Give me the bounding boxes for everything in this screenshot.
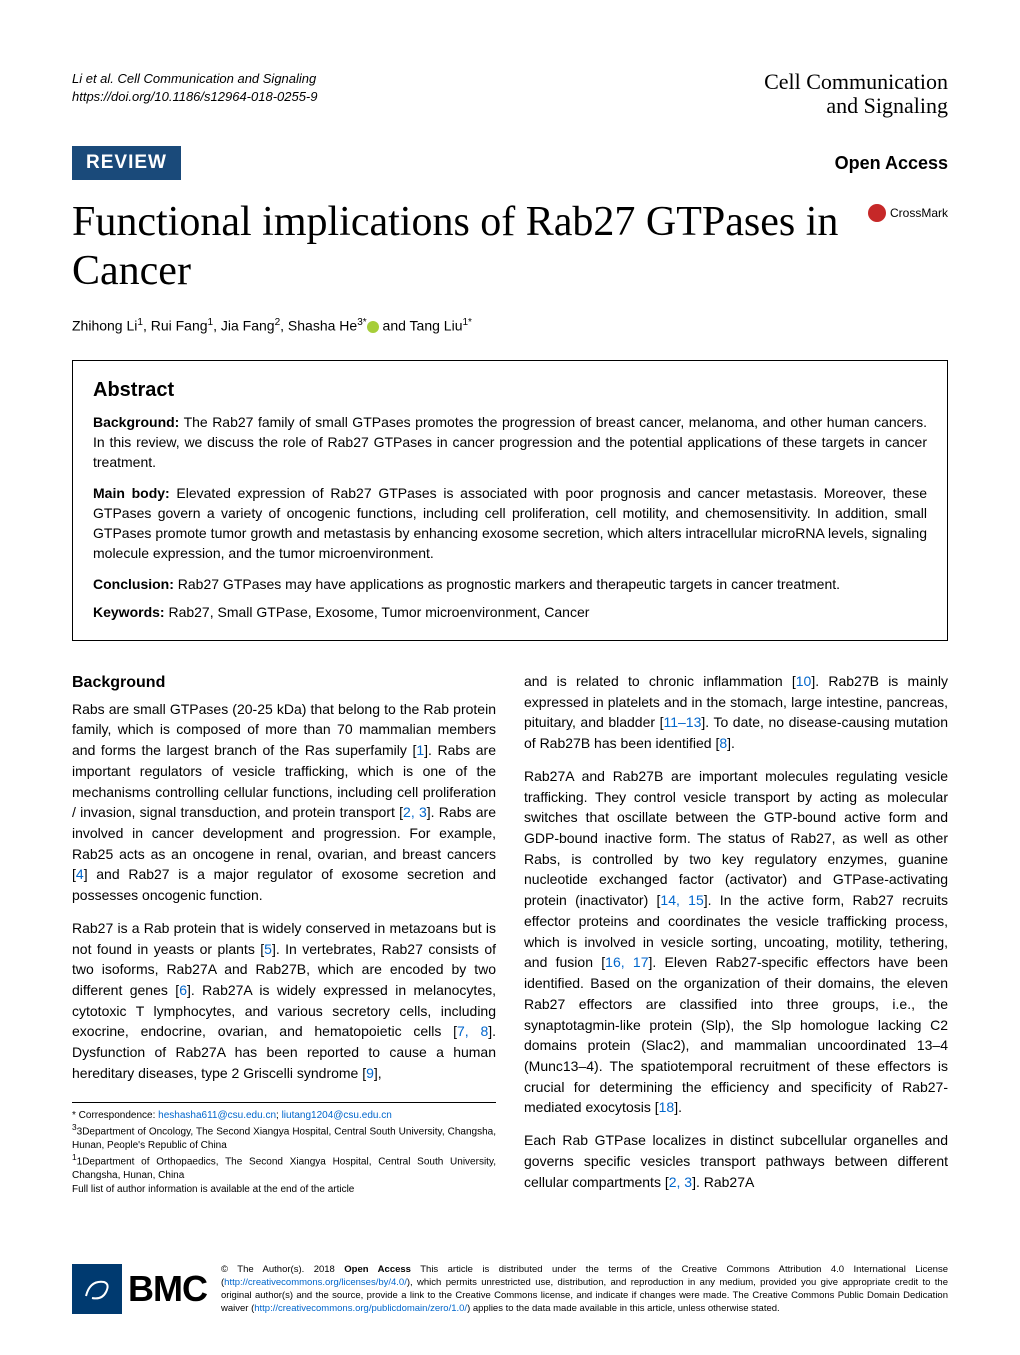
abstract-box: Abstract Background: The Rab27 family of…: [72, 360, 948, 641]
abstract-keywords: Keywords: Rab27, Small GTPase, Exosome, …: [93, 604, 927, 620]
crossmark-icon: [868, 204, 886, 222]
footer-row: BMC © The Author(s). 2018 Open Access Th…: [0, 1264, 1020, 1345]
affiliation-3: 33Department of Oncology, The Second Xia…: [72, 1122, 496, 1152]
body-p2: Rab27 is a Rab protein that is widely co…: [72, 918, 496, 1084]
abstract-conclusion-label: Conclusion:: [93, 576, 174, 592]
license-bold: Open Access: [344, 1264, 411, 1275]
bmc-text: BMC: [128, 1268, 207, 1310]
abstract-mainbody: Main body: Elevated expression of Rab27 …: [93, 483, 927, 564]
journal-name: Cell Communication and Signaling: [764, 70, 948, 118]
journal-line2: and Signaling: [764, 94, 948, 118]
affiliation-1: 11Department of Orthopaedics, The Second…: [72, 1152, 496, 1182]
abstract-background-text: The Rab27 family of small GTPases promot…: [93, 414, 927, 471]
abstract-conclusion: Conclusion: Rab27 GTPases may have appli…: [93, 574, 927, 594]
author-list: Zhihong Li1, Rui Fang1, Jia Fang2, Shash…: [72, 317, 948, 334]
keywords-label: Keywords:: [93, 604, 165, 620]
journal-line1: Cell Communication: [764, 70, 948, 94]
right-column: and is related to chronic inflammation […: [524, 671, 948, 1204]
citation-header: Li et al. Cell Communication and Signali…: [72, 70, 318, 106]
correspondence-label: * Correspondence:: [72, 1110, 158, 1121]
license-pre: © The Author(s). 2018: [221, 1264, 344, 1275]
body-r1: and is related to chronic inflammation […: [524, 671, 948, 754]
bmc-swirl-icon: [80, 1272, 114, 1306]
body-r3: Each Rab GTPase localizes in distinct su…: [524, 1130, 948, 1192]
license-url2[interactable]: http://creativecommons.org/publicdomain/…: [254, 1303, 467, 1314]
keywords-text: Rab27, Small GTPase, Exosome, Tumor micr…: [165, 604, 590, 620]
abstract-conclusion-text: Rab27 GTPases may have applications as p…: [174, 576, 840, 592]
affiliation-full: Full list of author information is avail…: [72, 1183, 496, 1197]
license-t3: ) applies to the data made available in …: [467, 1303, 780, 1314]
body-r2: Rab27A and Rab27B are important molecule…: [524, 766, 948, 1118]
article-title: Functional implications of Rab27 GTPases…: [72, 198, 948, 295]
citation-line1: Li et al. Cell Communication and Signali…: [72, 70, 318, 88]
body-columns: Background Rabs are small GTPases (20-25…: [72, 671, 948, 1204]
open-access-label: Open Access: [835, 153, 948, 174]
crossmark-badge[interactable]: CrossMark: [868, 204, 948, 222]
left-column: Background Rabs are small GTPases (20-25…: [72, 671, 496, 1204]
correspondence-line: * Correspondence: heshasha611@csu.edu.cn…: [72, 1109, 496, 1123]
body-p1: Rabs are small GTPases (20-25 kDa) that …: [72, 699, 496, 906]
abstract-heading: Abstract: [93, 379, 927, 402]
bmc-mark-icon: [72, 1264, 122, 1314]
abstract-background-label: Background:: [93, 414, 179, 430]
correspondence-email1[interactable]: heshasha611@csu.edu.cn: [158, 1110, 276, 1121]
review-tag: REVIEW: [72, 146, 181, 180]
abstract-background: Background: The Rab27 family of small GT…: [93, 412, 927, 473]
background-heading: Background: [72, 671, 496, 695]
crossmark-text: CrossMark: [890, 206, 948, 220]
correspondence-footnotes: * Correspondence: heshasha611@csu.edu.cn…: [72, 1102, 496, 1197]
citation-doi: https://doi.org/10.1186/s12964-018-0255-…: [72, 88, 318, 106]
running-header: Li et al. Cell Communication and Signali…: [72, 70, 948, 118]
abstract-mainbody-label: Main body:: [93, 485, 170, 501]
license-url1[interactable]: http://creativecommons.org/licenses/by/4…: [224, 1277, 407, 1288]
abstract-mainbody-text: Elevated expression of Rab27 GTPases is …: [93, 485, 927, 562]
correspondence-email2[interactable]: liutang1204@csu.edu.cn: [282, 1110, 392, 1121]
orcid-icon: [367, 321, 379, 333]
license-text: © The Author(s). 2018 Open Access This a…: [221, 1264, 948, 1315]
bmc-logo: BMC: [72, 1264, 207, 1314]
article-type-band: REVIEW Open Access: [72, 146, 948, 180]
